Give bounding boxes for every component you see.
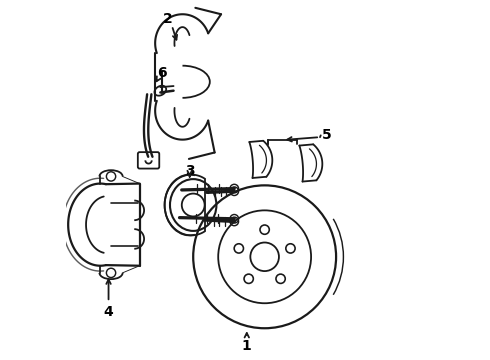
- Text: 5: 5: [322, 129, 332, 142]
- Text: 4: 4: [104, 305, 113, 319]
- Text: 1: 1: [242, 339, 252, 353]
- Text: 2: 2: [163, 12, 172, 26]
- Text: 6: 6: [157, 66, 167, 80]
- Text: 3: 3: [185, 164, 195, 178]
